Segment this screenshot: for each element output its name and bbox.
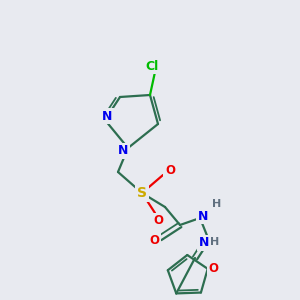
Text: H: H (210, 237, 220, 247)
Text: N: N (102, 110, 112, 122)
Text: N: N (118, 145, 128, 158)
Text: O: O (149, 235, 159, 248)
Text: Cl: Cl (146, 59, 159, 73)
Text: H: H (212, 199, 222, 209)
Text: O: O (165, 164, 175, 178)
Text: S: S (137, 186, 147, 200)
Text: O: O (153, 214, 163, 227)
Text: O: O (209, 262, 219, 275)
Text: N: N (199, 236, 209, 250)
Text: N: N (198, 209, 208, 223)
